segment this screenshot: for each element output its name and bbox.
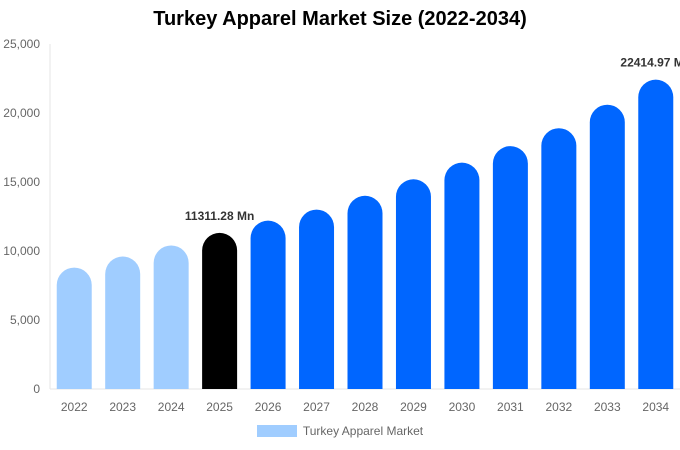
bar-2033 <box>589 104 625 389</box>
x-tick-label: 2030 <box>449 400 476 414</box>
x-tick-label: 2023 <box>109 400 136 414</box>
y-tick-label: 25,000 <box>3 37 40 51</box>
x-tick-label: 2024 <box>158 400 185 414</box>
bar-2022 <box>56 267 92 389</box>
x-tick-label: 2028 <box>352 400 379 414</box>
bar-2025 <box>202 232 238 389</box>
bar-2026 <box>250 220 286 389</box>
bar-2024 <box>153 245 189 389</box>
legend-label: Turkey Apparel Market <box>302 424 424 438</box>
x-tick-label: 2026 <box>255 400 282 414</box>
bar-2030 <box>444 162 480 389</box>
labels-group: 2022 2023 2024 2025 2026 2027 2028 2029 2030 2031… <box>61 56 680 414</box>
y-tick-label: 0 <box>33 382 40 396</box>
chart-axes: 0 5,000 10,000 15,000 20,000 25,000 <box>3 37 680 396</box>
y-tick-label: 5,000 <box>10 313 40 327</box>
data-label: 22414.97 Mn <box>620 56 680 70</box>
x-tick-label: 2033 <box>594 400 621 414</box>
x-tick-label: 2025 <box>206 400 233 414</box>
x-tick-label: 2029 <box>400 400 427 414</box>
bars-group <box>56 79 674 390</box>
y-tick-label: 10,000 <box>3 244 40 258</box>
x-tick-label: 2034 <box>642 400 669 414</box>
y-tick-label: 15,000 <box>3 175 40 189</box>
bar-2028 <box>347 195 383 389</box>
bar-2027 <box>299 209 335 389</box>
bar-2023 <box>105 256 141 389</box>
x-tick-label: 2022 <box>61 400 88 414</box>
bar-2029 <box>395 179 431 389</box>
y-tick-label: 20,000 <box>3 106 40 120</box>
bar-2031 <box>492 146 528 389</box>
bar-2032 <box>541 128 577 389</box>
chart-title: Turkey Apparel Market Size (2022-2034) <box>153 8 527 30</box>
legend-swatch <box>256 425 297 437</box>
chart-legend[interactable]: Turkey Apparel Market <box>0 424 680 438</box>
x-tick-label: 2027 <box>303 400 330 414</box>
x-tick-label: 2032 <box>545 400 572 414</box>
bar-2034 <box>638 79 674 390</box>
data-label: 11311.28 Mn <box>185 209 254 223</box>
x-tick-label: 2031 <box>497 400 524 414</box>
